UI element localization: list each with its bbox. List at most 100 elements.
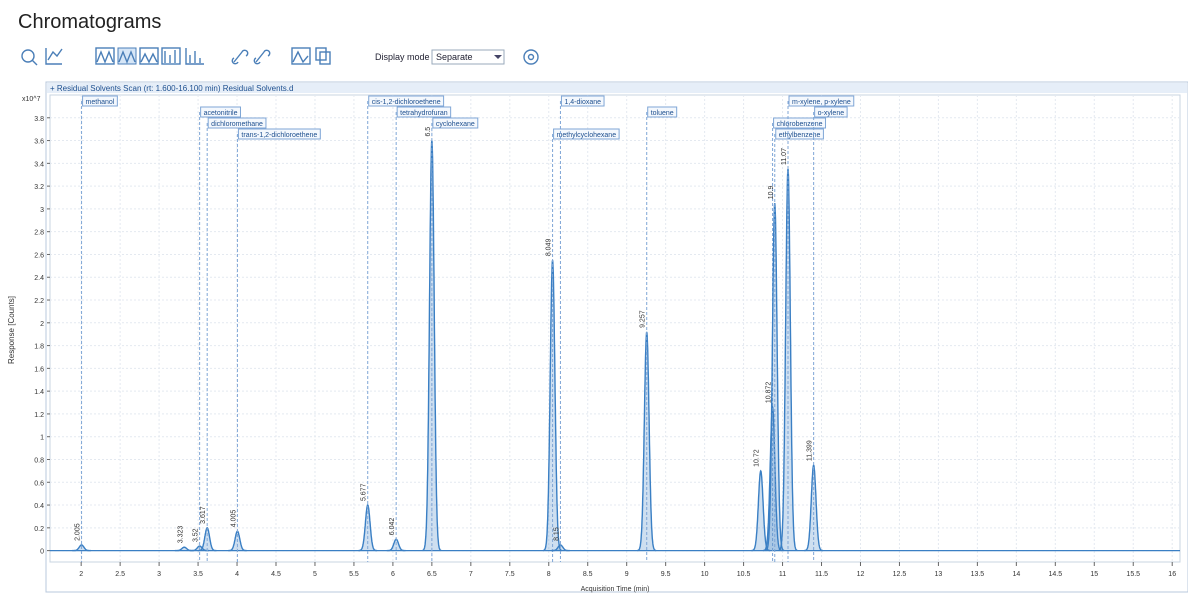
x-tick-label: 5 [313,571,317,578]
spectrum-button[interactable] [161,47,181,65]
peak-name-label: methylcyclohexane [557,132,617,139]
peak-name-box [788,95,855,107]
y-axis-title: Response [Counts] [7,296,16,364]
y-tick-label: 0.6 [34,480,44,487]
x-tick-label: 14.5 [1048,571,1062,578]
peak-name-box [82,95,118,107]
peak-name-label: trans-1,2-dichloroethene [241,132,317,139]
peak-rt-label: 11.07 [781,148,788,165]
x-tick-label: 15 [1090,571,1098,578]
y-tick-label: 2.8 [34,230,44,237]
x-tick-label: 9.5 [661,571,671,578]
x-tick-label: 3 [157,571,161,578]
y-tick-label: 1.2 [34,412,44,419]
x-tick-label: 4 [235,571,239,578]
y-tick-label: 2 [40,321,44,328]
x-tick-label: 15.5 [1126,571,1140,578]
settings-button[interactable] [523,49,539,65]
x-tick-label: 14 [1012,571,1020,578]
peak-name-box [553,128,620,140]
toolbar: Display mode Separate [21,47,539,66]
x-tick-label: 12.5 [893,571,907,578]
peak-rt-label: 3.52 [193,528,200,542]
display-mode-label: Display mode [375,52,430,62]
y-tick-label: 0 [40,549,44,556]
overlay-chrom-button[interactable] [291,47,311,65]
y-tick-label: 1.4 [34,389,44,396]
y-tick-label: 1 [40,435,44,442]
x-tick-label: 10 [701,571,709,578]
x-tick-label: 8 [547,571,551,578]
y-tick-label: 3.4 [34,161,44,168]
x-tick-label: 6 [391,571,395,578]
peak-rt-label: 6.042 [389,518,396,536]
peak-rt-label: 10.872 [766,382,773,404]
peak-rt-label: 11.399 [807,440,814,461]
display-mode-select[interactable]: Separate [431,49,505,65]
copy-button[interactable] [315,47,331,65]
x-tick-label: 13 [935,571,943,578]
x-tick-label: 7.5 [505,571,515,578]
plot-area [49,94,1181,563]
peak-name-box [775,128,824,140]
peak-name-label: o-xylene [818,110,845,117]
stack-button[interactable] [139,47,159,65]
y-tick-label: 2.4 [34,275,44,282]
x-tick-label: 7 [469,571,473,578]
x-tick-label: 11.5 [815,571,828,578]
y-tick-label: 3.2 [34,184,44,191]
peak-rt-label: 6.5 [425,127,432,137]
peak-rt-label: 4.005 [230,510,237,528]
peak-rt-label: 3.617 [200,506,207,524]
peak-name-label: chlorobenzene [777,121,823,128]
peak-name-label: methanol [86,99,115,106]
y-multiplier: x10^7 [22,96,41,103]
display-mode-value: Separate [436,52,473,62]
y-tick-label: 3.8 [34,116,44,123]
peak-name-box [647,106,678,118]
x-tick-label: 2 [79,571,83,578]
x-tick-label: 16 [1168,571,1176,578]
peak-rt-label: 8.049 [546,239,553,257]
peak-name-box [773,117,827,129]
x-tick-label: 2.5 [115,571,125,578]
bar-button[interactable] [185,48,204,65]
peak-name-label: ethylbenzene [779,132,821,139]
unlink-button[interactable] [253,49,271,65]
peak-rt-label: 3.323 [177,526,184,544]
x-tick-label: 8.5 [583,571,593,578]
zoom-button[interactable] [21,49,38,66]
peak-name-label: dichloromethane [211,121,263,128]
chart-button[interactable] [45,48,63,65]
x-tick-label: 10.5 [737,571,751,578]
peak-rt-label: 8.15 [553,527,560,541]
peak-name-box [207,117,267,129]
y-tick-label: 3 [40,207,44,214]
peak-name-label: cis-1,2-dichloroethene [372,99,441,106]
peak [637,331,657,552]
peak-name-label: tetrahydrofuran [400,110,448,117]
peak-rt-label: 9.257 [640,310,647,328]
link-button[interactable] [231,49,249,65]
separate-button[interactable] [117,47,137,65]
peak-rt-label: 10.9 [768,185,775,199]
peak-name-label: m-xylene, p-xylene [792,99,851,106]
x-tick-label: 3.5 [193,571,203,578]
x-tick-label: 9 [625,571,629,578]
y-tick-label: 2.2 [34,298,44,305]
peak-name-label: toluene [651,110,674,117]
y-tick-label: 0.4 [34,503,44,510]
x-tick-label: 4.5 [271,571,281,578]
chart-header-bar [47,83,1187,93]
y-tick-label: 0.2 [34,526,44,533]
x-tick-label: 6.5 [427,571,437,578]
y-tick-label: 0.8 [34,457,44,464]
overlay-button[interactable] [95,47,115,65]
peak-name-box [396,106,452,118]
peak-name-label: acetonitrile [204,110,238,117]
x-tick-label: 12 [857,571,865,578]
peak-name-label: 1,4-dioxane [564,99,601,106]
chart-header: + Residual Solvents Scan (rt: 1.600-16.1… [50,84,293,93]
